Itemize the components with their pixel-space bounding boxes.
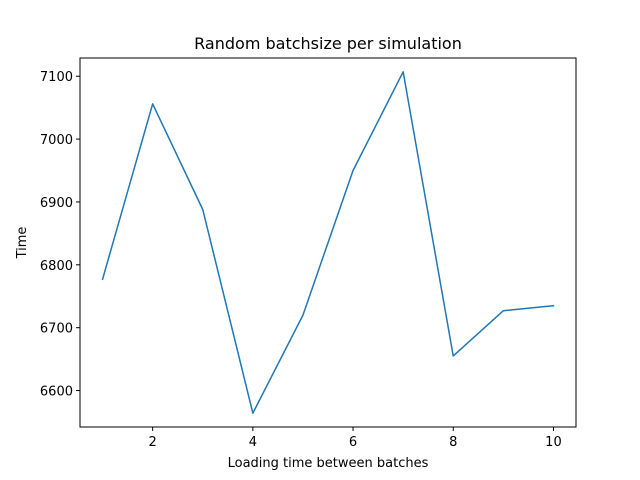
series-line	[101, 71, 555, 414]
plot-frame	[79, 57, 577, 428]
y-tick-label: 6700	[40, 322, 73, 337]
x-tick-label: 4	[249, 435, 257, 450]
chart-title: Random batchsize per simulation	[194, 34, 462, 53]
x-tick-label: 8	[449, 435, 457, 450]
y-tick-label: 6600	[40, 385, 73, 400]
plot-layer	[101, 71, 555, 414]
y-axis-label: Time	[15, 227, 30, 260]
x-tick-label: 6	[349, 435, 357, 450]
x-axis-label: Loading time between batches	[228, 456, 429, 471]
ticks-layer: 2 4 6 8 10 6600 6700 6800 6900 7000 7100	[40, 70, 562, 450]
x-tick-label: 2	[149, 435, 157, 450]
y-tick-label: 6900	[40, 196, 73, 211]
y-tick-label: 6800	[40, 259, 73, 274]
y-tick-label: 7000	[40, 133, 73, 148]
x-tick-label: 10	[545, 435, 562, 450]
y-tick-label: 7100	[40, 70, 73, 85]
